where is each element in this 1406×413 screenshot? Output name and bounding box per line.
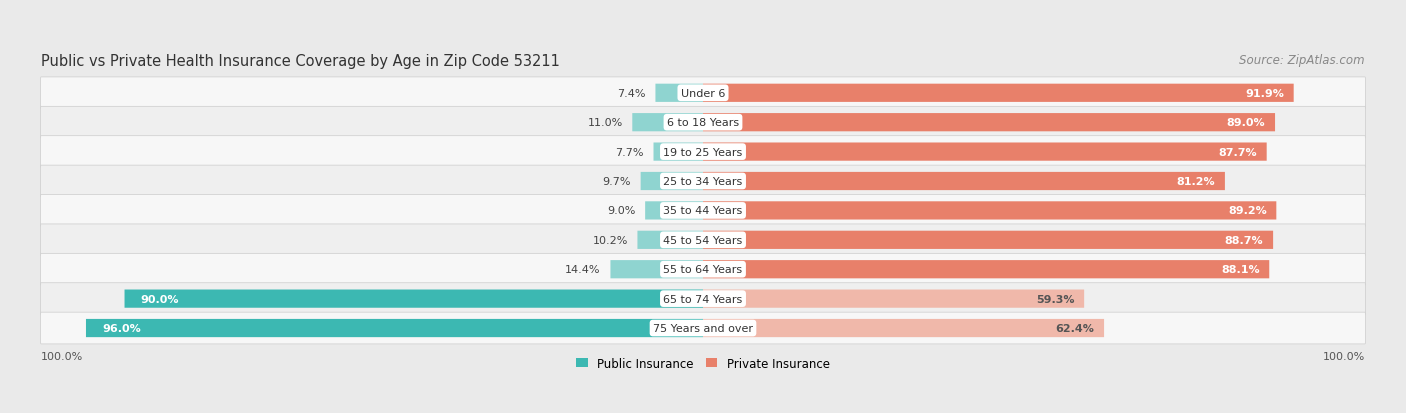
FancyBboxPatch shape [125,290,703,308]
Text: 87.7%: 87.7% [1219,147,1257,157]
Text: 88.7%: 88.7% [1225,235,1264,245]
FancyBboxPatch shape [41,136,1365,168]
FancyBboxPatch shape [703,290,1084,308]
FancyBboxPatch shape [637,231,703,249]
FancyBboxPatch shape [641,173,703,191]
FancyBboxPatch shape [645,202,703,220]
Text: 11.0%: 11.0% [588,118,623,128]
FancyBboxPatch shape [41,107,1365,139]
FancyBboxPatch shape [703,319,1104,337]
Text: 89.2%: 89.2% [1227,206,1267,216]
Text: 10.2%: 10.2% [592,235,628,245]
FancyBboxPatch shape [703,231,1272,249]
FancyBboxPatch shape [41,195,1365,227]
Text: 25 to 34 Years: 25 to 34 Years [664,177,742,187]
FancyBboxPatch shape [654,143,703,161]
Text: 59.3%: 59.3% [1036,294,1074,304]
Text: 9.7%: 9.7% [603,177,631,187]
FancyBboxPatch shape [633,114,703,132]
Text: 35 to 44 Years: 35 to 44 Years [664,206,742,216]
FancyBboxPatch shape [610,261,703,279]
FancyBboxPatch shape [86,319,703,337]
Text: 100.0%: 100.0% [41,351,83,361]
Text: 75 Years and over: 75 Years and over [652,323,754,333]
FancyBboxPatch shape [41,283,1365,315]
FancyBboxPatch shape [703,173,1225,191]
Text: 7.4%: 7.4% [617,88,645,99]
Text: 65 to 74 Years: 65 to 74 Years [664,294,742,304]
Text: 96.0%: 96.0% [103,323,141,333]
Text: 55 to 64 Years: 55 to 64 Years [664,265,742,275]
Text: 91.9%: 91.9% [1246,88,1284,99]
Text: 62.4%: 62.4% [1056,323,1094,333]
Text: Source: ZipAtlas.com: Source: ZipAtlas.com [1240,54,1365,67]
FancyBboxPatch shape [703,143,1267,161]
Legend: Public Insurance, Private Insurance: Public Insurance, Private Insurance [576,357,830,370]
FancyBboxPatch shape [703,202,1277,220]
Text: 19 to 25 Years: 19 to 25 Years [664,147,742,157]
Text: Public vs Private Health Insurance Coverage by Age in Zip Code 53211: Public vs Private Health Insurance Cover… [41,54,560,69]
FancyBboxPatch shape [655,85,703,103]
FancyBboxPatch shape [703,261,1270,279]
Text: 88.1%: 88.1% [1220,265,1260,275]
FancyBboxPatch shape [41,78,1365,109]
FancyBboxPatch shape [703,85,1294,103]
FancyBboxPatch shape [41,312,1365,344]
Text: 81.2%: 81.2% [1177,177,1215,187]
Text: 14.4%: 14.4% [565,265,600,275]
FancyBboxPatch shape [41,254,1365,285]
Text: 100.0%: 100.0% [1323,351,1365,361]
Text: Under 6: Under 6 [681,88,725,99]
Text: 90.0%: 90.0% [141,294,179,304]
Text: 89.0%: 89.0% [1227,118,1265,128]
Text: 6 to 18 Years: 6 to 18 Years [666,118,740,128]
Text: 45 to 54 Years: 45 to 54 Years [664,235,742,245]
Text: 9.0%: 9.0% [607,206,636,216]
FancyBboxPatch shape [41,166,1365,197]
Text: 7.7%: 7.7% [616,147,644,157]
FancyBboxPatch shape [41,224,1365,256]
FancyBboxPatch shape [703,114,1275,132]
